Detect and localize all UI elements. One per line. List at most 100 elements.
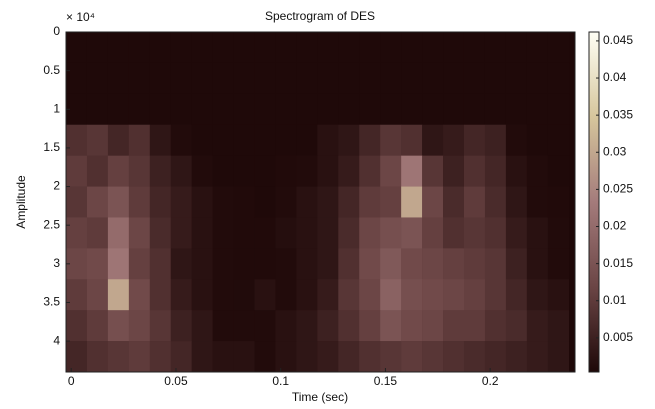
heatmap-cell xyxy=(296,217,318,249)
heatmap-cell xyxy=(149,124,172,156)
heatmap-cell xyxy=(275,155,297,187)
heatmap-cell xyxy=(128,32,151,64)
heatmap-cell xyxy=(380,32,402,64)
heatmap-cell xyxy=(191,186,213,218)
y-tick-label: 3 xyxy=(53,256,60,270)
heatmap-cell xyxy=(547,217,570,249)
plot-frame xyxy=(65,31,576,373)
heatmap-cell xyxy=(484,310,507,342)
heatmap-cell xyxy=(233,310,255,342)
heatmap-cell xyxy=(317,186,339,218)
heatmap-cell xyxy=(463,62,486,95)
heatmap-cell xyxy=(170,124,192,156)
heatmap-cell xyxy=(422,310,444,342)
heatmap-cell xyxy=(149,93,172,126)
heatmap-cell xyxy=(191,248,213,280)
heatmap-cell xyxy=(254,279,276,311)
colorbar-tick-label: 0.035 xyxy=(603,107,633,121)
colorbar-tick-label: 0.01 xyxy=(603,293,627,307)
heatmap-cell xyxy=(191,93,213,126)
y-axis-label: Amplitude xyxy=(14,175,28,229)
heatmap-cell xyxy=(422,341,444,373)
heatmap-cell xyxy=(86,279,109,311)
heatmap-cell xyxy=(547,155,570,187)
heatmap-cell xyxy=(233,186,255,218)
heatmap-cell xyxy=(128,155,151,187)
heatmap-cell xyxy=(422,279,444,311)
heatmap-cell xyxy=(505,217,528,249)
heatmap-cell xyxy=(254,124,276,156)
heatmap-cell xyxy=(547,93,570,126)
heatmap-cell xyxy=(422,124,444,156)
heatmap-cell xyxy=(170,155,192,187)
heatmap-cell xyxy=(86,248,109,280)
heatmap-cell xyxy=(275,124,297,156)
heatmap-cell xyxy=(443,248,465,280)
heatmap-cell xyxy=(422,186,444,218)
heatmap-cell xyxy=(401,32,423,64)
heatmap-cell xyxy=(149,32,172,64)
heatmap-cell xyxy=(547,32,570,64)
heatmap-cell xyxy=(484,186,507,218)
heatmap-cell xyxy=(317,279,339,311)
heatmap-cell xyxy=(484,279,507,311)
heatmap-cell xyxy=(338,279,360,311)
heatmap-cell xyxy=(463,93,486,126)
heatmap-cell xyxy=(338,155,360,187)
heatmap-cell xyxy=(317,62,339,95)
heatmap-cell xyxy=(170,310,192,342)
heatmap-cell xyxy=(317,248,339,280)
heatmap-cell xyxy=(107,93,130,126)
heatmap-cell xyxy=(107,217,130,249)
heatmap-cell xyxy=(170,341,192,373)
heatmap-cell xyxy=(547,186,570,218)
colorbar-tick-label: 0.045 xyxy=(603,33,633,47)
heatmap-cell xyxy=(66,310,88,342)
colorbar xyxy=(588,31,600,373)
heatmap-cell xyxy=(443,32,465,64)
heatmap-cell xyxy=(128,279,151,311)
heatmap-cell xyxy=(359,248,381,280)
heatmap-cell xyxy=(338,93,360,126)
heatmap-cell xyxy=(380,186,402,218)
heatmap-cell xyxy=(296,279,318,311)
heatmap-cell xyxy=(170,93,192,126)
x-axis-label: Time (sec) xyxy=(292,390,348,404)
heatmap-cell xyxy=(107,62,130,95)
heatmap-cell xyxy=(86,310,109,342)
heatmap-cell xyxy=(317,155,339,187)
heatmap-cell xyxy=(128,93,151,126)
heatmap-cell xyxy=(254,310,276,342)
heatmap-cell xyxy=(359,32,381,64)
heatmap-cell xyxy=(359,310,381,342)
heatmap-cell xyxy=(443,93,465,126)
heatmap-cell xyxy=(505,32,528,64)
heatmap-cell xyxy=(296,186,318,218)
heatmap-cell xyxy=(317,310,339,342)
heatmap-cell xyxy=(149,155,172,187)
heatmap-cell xyxy=(526,279,549,311)
heatmap-cell xyxy=(484,124,507,156)
heatmap-cell xyxy=(484,217,507,249)
heatmap-cell xyxy=(443,155,465,187)
heatmap-cell xyxy=(254,186,276,218)
heatmap-cell xyxy=(401,341,423,373)
heatmap-cell xyxy=(191,62,213,95)
heatmap-cell xyxy=(128,310,151,342)
heatmap-cell xyxy=(526,186,549,218)
heatmap-cell xyxy=(505,155,528,187)
heatmap-cell xyxy=(463,279,486,311)
heatmap-cell xyxy=(317,93,339,126)
colorbar-tick-label: 0.015 xyxy=(603,256,633,270)
heatmap-cell xyxy=(191,155,213,187)
heatmap-cell xyxy=(275,62,297,95)
heatmap-cell xyxy=(401,279,423,311)
y-tick-label: 1.5 xyxy=(43,140,60,154)
heatmap-cell xyxy=(422,217,444,249)
heatmap-cell xyxy=(484,32,507,64)
heatmap-cell xyxy=(296,155,318,187)
heatmap-cell xyxy=(547,248,570,280)
heatmap-cell xyxy=(359,341,381,373)
heatmap-cell xyxy=(317,217,339,249)
heatmap-cell xyxy=(275,186,297,218)
